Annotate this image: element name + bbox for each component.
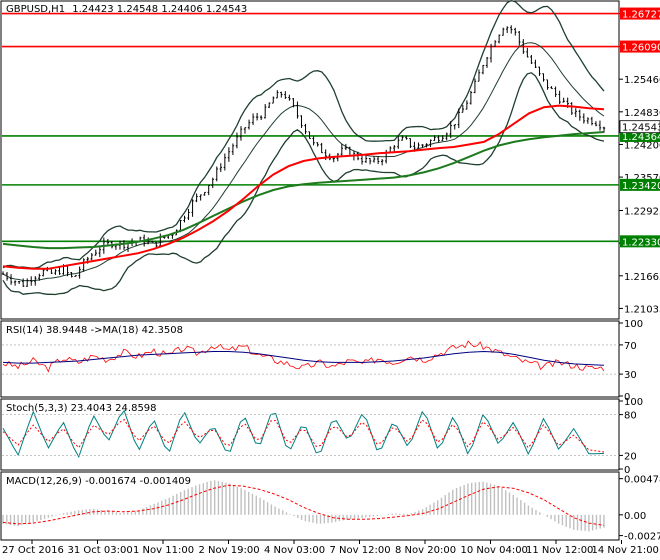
price-tick-label-6: 1.22925 xyxy=(624,207,660,218)
level-tag-label-3: 1.23420 xyxy=(622,181,660,192)
price-pane-frame xyxy=(0,0,620,320)
price-levels xyxy=(2,12,619,243)
bollinger-middle xyxy=(2,42,605,282)
chart-ohlc: 1.24423 1.24548 1.24406 1.24543 xyxy=(72,4,247,15)
macd-plot xyxy=(2,480,605,532)
stoch-lines xyxy=(2,409,605,459)
ma-fast-line xyxy=(2,104,605,270)
level-tag-1 xyxy=(620,40,660,53)
time-tick-label-1: 31 Oct 03:00 xyxy=(68,545,133,556)
rsi-ma-line xyxy=(2,350,605,366)
time-tick-label-9: 14 Nov 21:00 xyxy=(592,545,659,556)
stoch-tick-label-2: 20 xyxy=(624,451,637,462)
stoch-tick-label-3: 0 xyxy=(624,465,630,476)
level-tag-label-4: 1.22330 xyxy=(622,237,660,248)
price-axis: 1.26727 1.26090 1.25460 1.24830 1.24200 1.235… xyxy=(619,7,660,315)
rsi-tick-label-1: 70 xyxy=(624,341,637,352)
macd-tick-label-0: 0.004783 xyxy=(624,475,660,486)
price-tick-label-4: 1.24200 xyxy=(624,140,660,151)
stoch-main-line xyxy=(2,409,605,459)
time-axis: 27 Oct 2016 31 Oct 03:00 1 Nov 11:00 2 Nov … xyxy=(2,540,659,556)
current-price-tag xyxy=(619,120,660,134)
level-tag-4 xyxy=(620,235,660,248)
stoch-signal-line xyxy=(2,418,605,453)
macd-pane-frame xyxy=(0,471,620,541)
ma-slow-line xyxy=(2,131,605,250)
rsi-tick-label-0: 100 xyxy=(624,319,643,330)
bollinger-upper xyxy=(2,0,605,269)
moving-averages xyxy=(2,104,605,270)
price-tick-label-2: 1.25460 xyxy=(624,75,660,86)
rsi-tick-label-2: 30 xyxy=(624,370,637,381)
level-tag-label-1: 1.26090 xyxy=(622,43,660,54)
price-tick-label-9: 1.21035 xyxy=(624,304,660,315)
time-tick-label-4: 4 Nov 03:00 xyxy=(264,545,325,556)
stoch-tick-label-1: 80 xyxy=(624,411,637,422)
macd-tick-label-2: -0.002749 xyxy=(624,532,660,543)
time-tick-label-0: 27 Oct 2016 xyxy=(2,545,64,556)
rsi-lines xyxy=(2,340,605,373)
stoch-pane-frame xyxy=(0,398,620,471)
stoch-header: Stoch(5,3,3) 23.4043 24.8598 xyxy=(6,403,157,414)
macd-signal-line xyxy=(2,484,605,526)
time-tick-label-5: 7 Nov 12:00 xyxy=(330,545,391,556)
price-tick-label-8: 1.21665 xyxy=(624,272,660,283)
rsi-tick-label-3: 0 xyxy=(624,392,630,403)
current-price-label: 1.24543 xyxy=(622,123,660,134)
level-tag-label-0: 1.26727 xyxy=(622,10,660,21)
time-tick-label-6: 8 Nov 20:00 xyxy=(395,545,456,556)
stoch-tick-label-0: 100 xyxy=(624,397,643,408)
time-tick-label-3: 2 Nov 19:00 xyxy=(199,545,260,556)
level-tag-0 xyxy=(620,7,660,20)
level-tag-3 xyxy=(620,178,660,191)
level-tag-label-2: 1.24364 xyxy=(622,132,660,143)
price-tick-label-5: 1.23570 xyxy=(624,173,660,184)
time-tick-label-8: 11 Nov 12:00 xyxy=(526,545,593,556)
symbol-header: GBPUSD,H1 1.24423 1.24548 1.24406 1.2454… xyxy=(6,4,247,15)
price-tick-label-3: 1.24830 xyxy=(624,108,660,119)
time-tick-label-2: 1 Nov 11:00 xyxy=(133,545,194,556)
rsi-header: RSI(14) 38.9448 ->MA(18) 42.3508 xyxy=(6,325,183,336)
rsi-pane-frame xyxy=(0,320,620,398)
chart-symbol: GBPUSD,H1 xyxy=(6,4,65,15)
macd-header: MACD(12,26,9) -0.001674 -0.001409 xyxy=(6,476,191,487)
macd-tick-label-1: 0.00 xyxy=(624,511,646,522)
time-tick-label-7: 10 Nov 04:00 xyxy=(461,545,528,556)
price-candles xyxy=(1,25,606,287)
